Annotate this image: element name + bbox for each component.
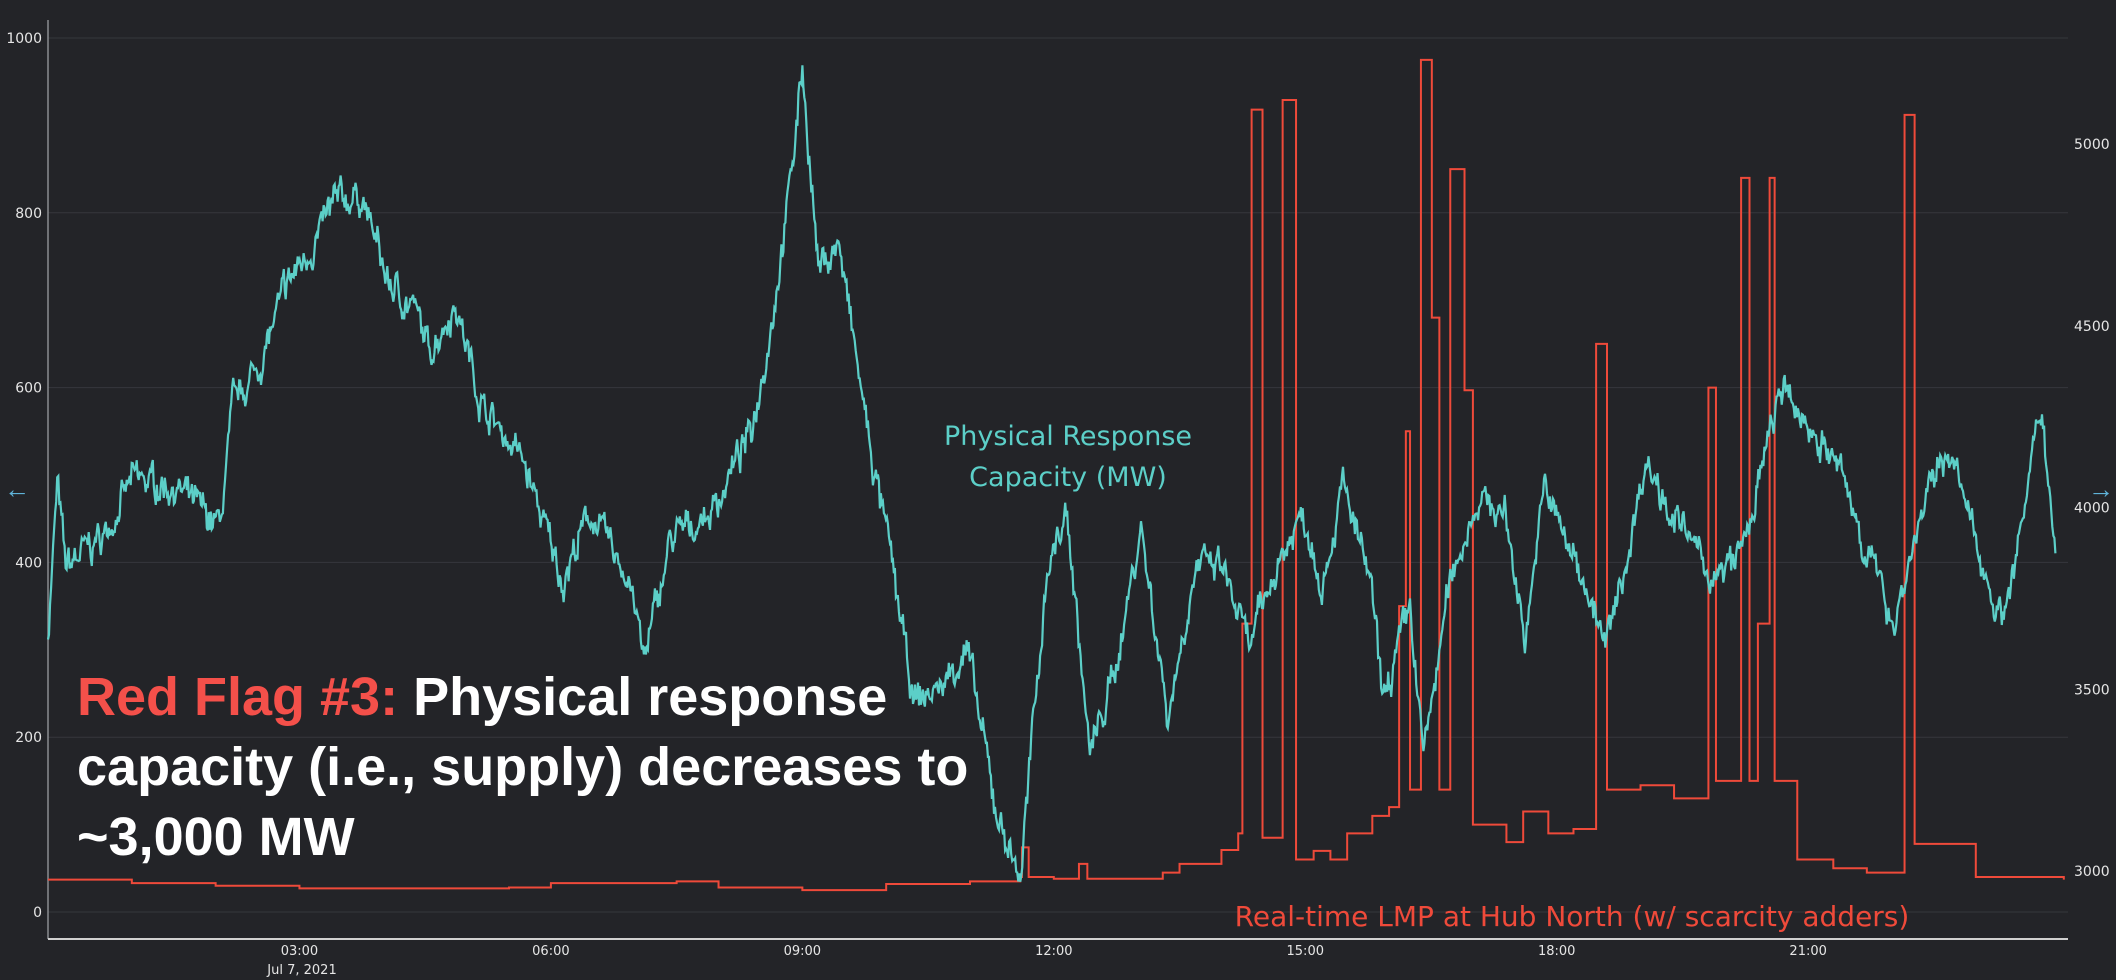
- left-tick-label: 800: [15, 206, 42, 222]
- right-tick-label: 4000: [2074, 501, 2110, 517]
- left-axis-ticks: 0 200 400 600 800 1000: [6, 31, 42, 921]
- x-tick-label: 18:00: [1538, 944, 1575, 959]
- right-tick-label: 5000: [2074, 137, 2110, 153]
- capacity-series-label: Physical Response: [944, 421, 1192, 452]
- x-tick-label: 03:00: [281, 944, 318, 959]
- red-flag-callout: Red Flag #3: Physical response capacity …: [77, 662, 968, 872]
- x-tick-label: 12:00: [1035, 944, 1072, 959]
- capacity-series-label-line2: Capacity (MW): [969, 462, 1167, 493]
- right-axis-ticks: 3000 3500 4000 4500 5000: [2074, 137, 2110, 880]
- x-tick-label: 15:00: [1287, 944, 1324, 959]
- lmp-series-label: Real-time LMP at Hub North (w/ scarcity …: [1235, 900, 1910, 933]
- right-tick-label: 3500: [2074, 682, 2110, 698]
- callout-line3: ~3,000 MW: [77, 807, 355, 867]
- x-axis-ticks: 03:00 06:00 09:00 12:00 15:00 18:00 21:00: [281, 944, 1827, 959]
- left-tick-label: 1000: [6, 31, 42, 47]
- right-tick-label: 4500: [2074, 319, 2110, 335]
- scroll-left-arrow-icon[interactable]: ←: [4, 474, 30, 504]
- left-tick-label: 400: [15, 555, 42, 571]
- x-tick-label: 21:00: [1789, 944, 1826, 959]
- callout-line2: capacity (i.e., supply) decreases to: [77, 737, 969, 797]
- x-tick-label: 06:00: [532, 944, 569, 959]
- x-tick-label: 09:00: [784, 944, 821, 959]
- date-label: Jul 7, 2021: [266, 963, 336, 978]
- callout-prefix: Red Flag #3:: [77, 667, 399, 727]
- gridlines: [48, 37, 2068, 913]
- left-tick-label: 0: [33, 905, 42, 921]
- left-tick-label: 200: [15, 730, 42, 746]
- right-tick-label: 3000: [2074, 864, 2110, 880]
- series-lmp-line: [48, 58, 2065, 892]
- callout-line1: Physical response: [398, 667, 888, 727]
- scroll-right-arrow-icon[interactable]: →: [2088, 474, 2114, 504]
- series-capacity-line: [46, 65, 2057, 882]
- left-tick-label: 600: [15, 381, 42, 397]
